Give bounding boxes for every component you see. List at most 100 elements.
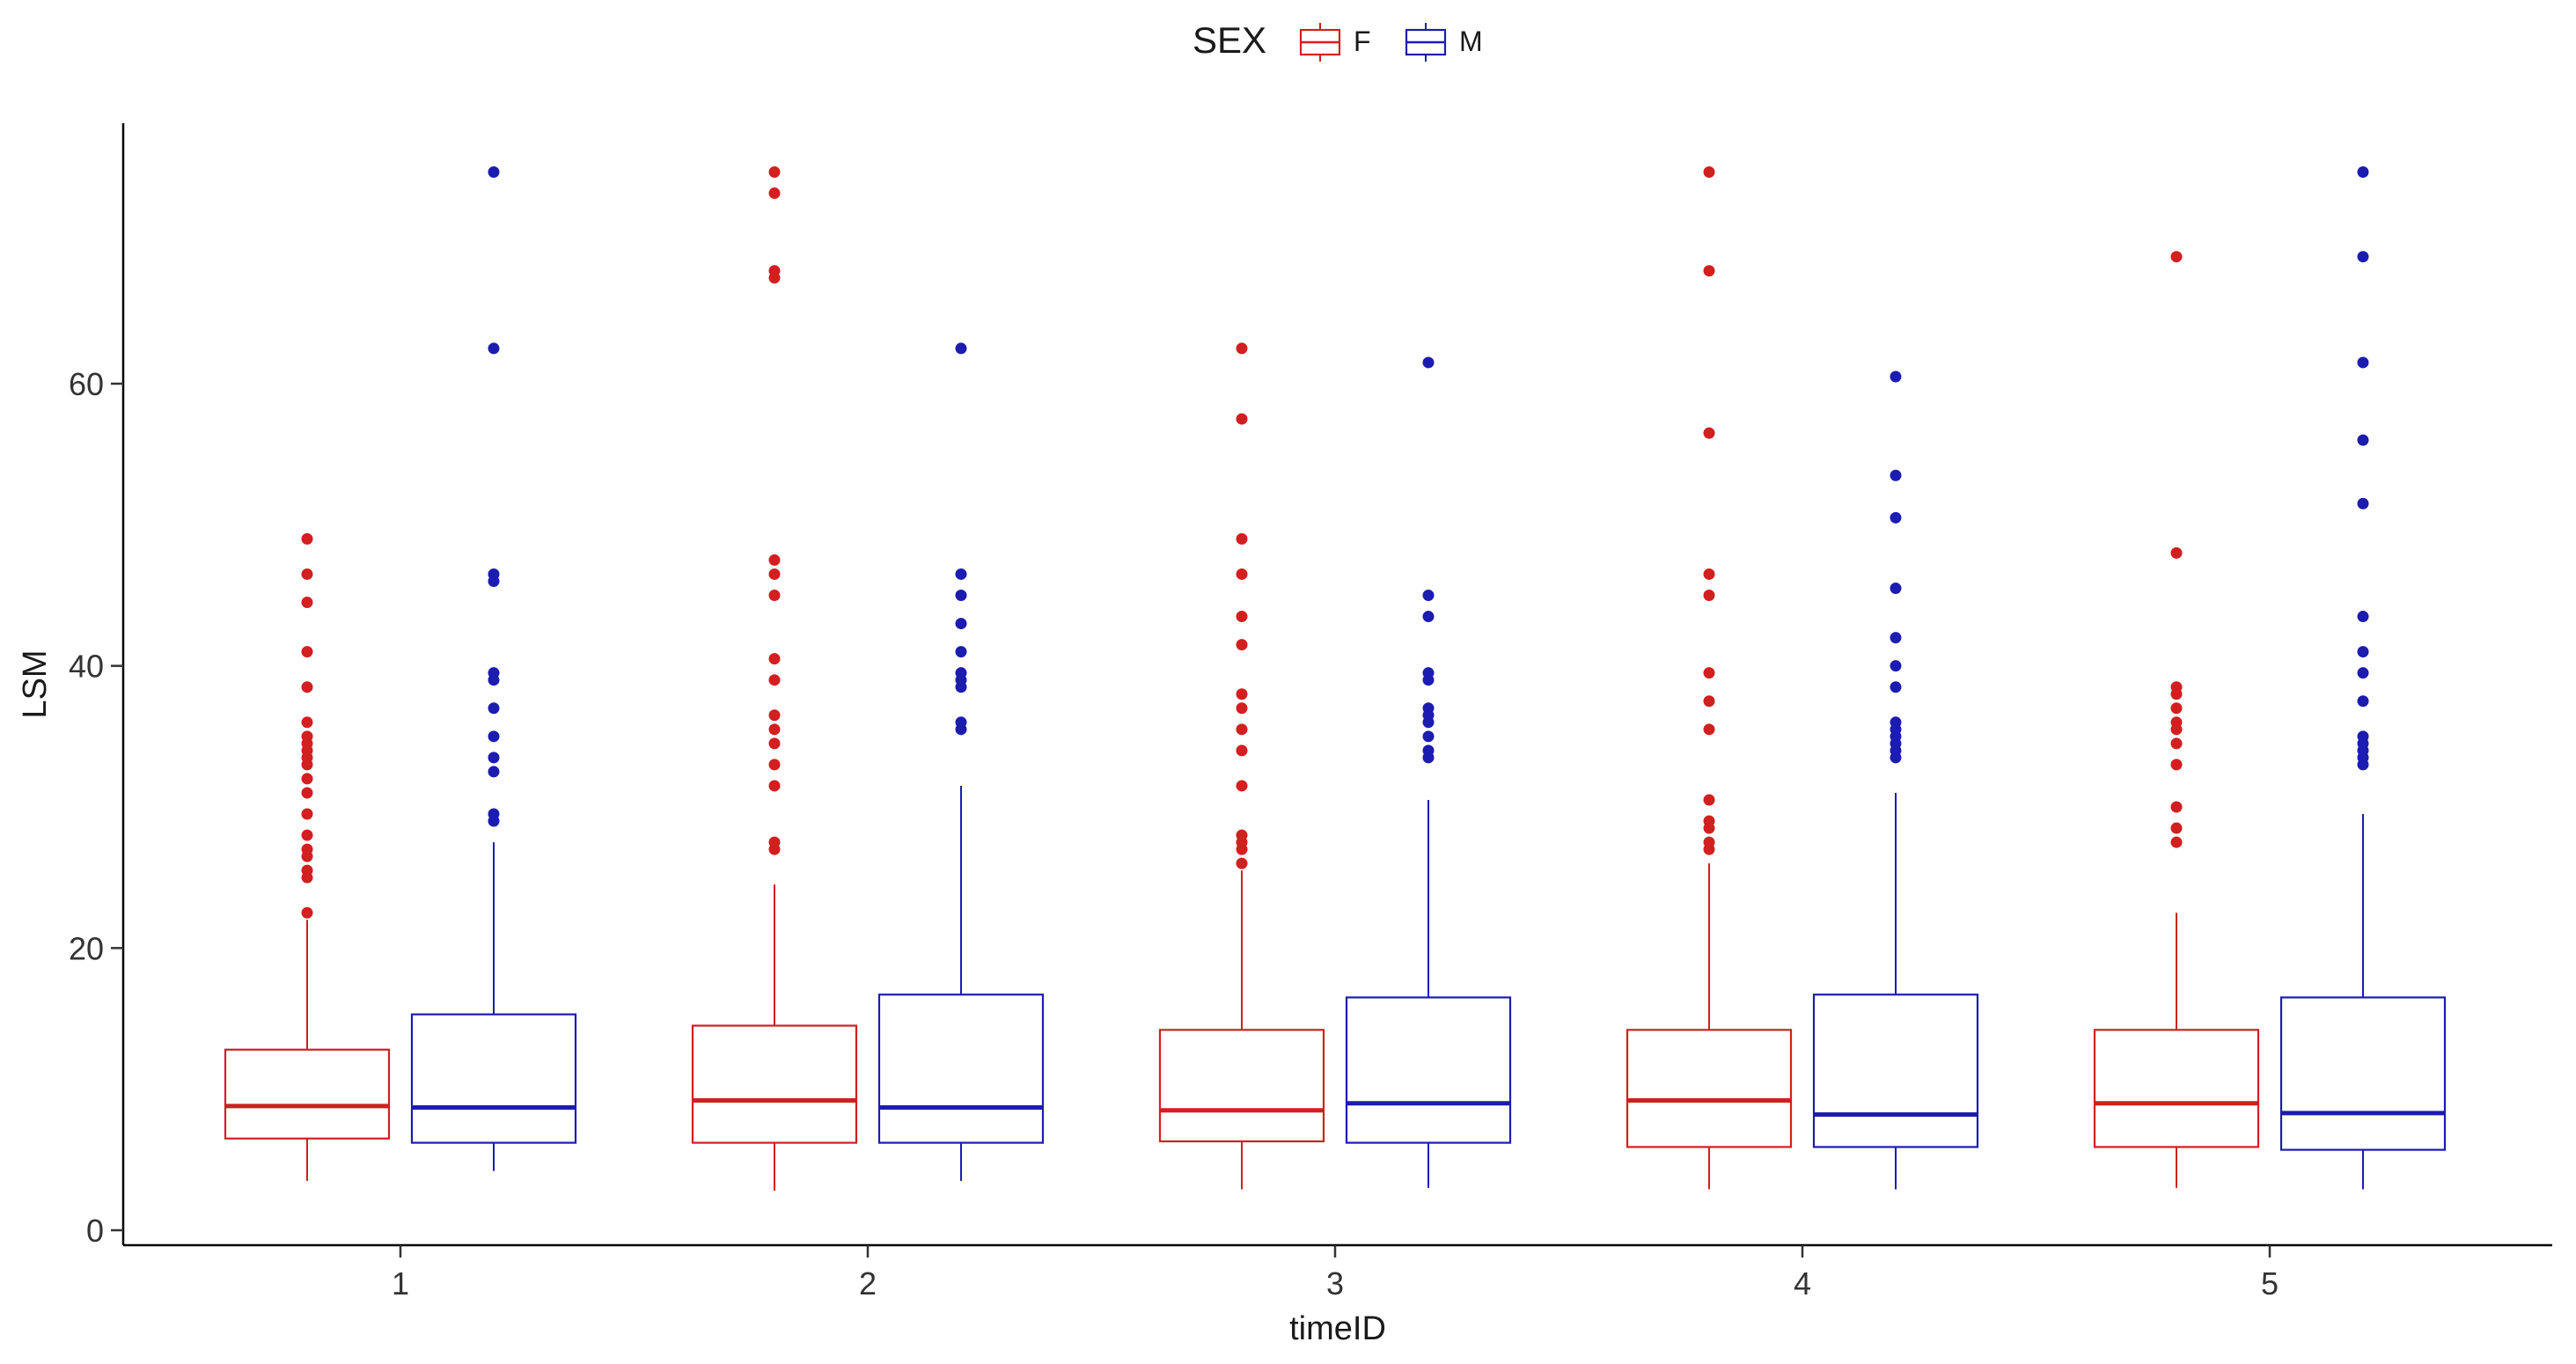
- iqr-box: [410, 1013, 577, 1144]
- outlier-point: [2357, 251, 2369, 263]
- outlier-point: [1703, 794, 1715, 806]
- box-F-1: [224, 532, 391, 1181]
- outlier-point: [1890, 681, 1902, 693]
- outlier-point: [768, 653, 781, 665]
- outlier-point: [301, 532, 313, 545]
- outlier-point: [1236, 639, 1248, 651]
- outlier-point: [1236, 688, 1248, 700]
- outlier-point: [1422, 744, 1435, 757]
- outlier-point: [2170, 702, 2183, 715]
- iqr-box: [691, 1024, 858, 1144]
- outlier-point: [768, 554, 781, 566]
- outlier-point: [1236, 413, 1248, 425]
- legend-title: SEX: [1193, 19, 1266, 61]
- outlier-point: [301, 773, 313, 785]
- plot-panel: [224, 166, 2447, 1192]
- outlier-point: [1703, 815, 1715, 827]
- outlier-point: [955, 568, 967, 580]
- outlier-point: [1236, 532, 1248, 545]
- outlier-point: [2170, 836, 2183, 848]
- iqr-box: [1158, 1029, 1325, 1143]
- outlier-point: [2170, 681, 2183, 693]
- outlier-point: [301, 597, 313, 609]
- outlier-point: [768, 723, 781, 736]
- outlier-point: [2357, 356, 2369, 369]
- outlier-point: [1236, 780, 1248, 792]
- outlier-point: [488, 166, 500, 178]
- y-tick-label: 0: [86, 1213, 104, 1249]
- x-tick-label: 3: [1326, 1265, 1344, 1302]
- iqr-box: [1345, 996, 1512, 1144]
- box-M-1: [410, 166, 577, 1171]
- outlier-point: [2357, 166, 2369, 178]
- outlier-point: [1236, 723, 1248, 736]
- outlier-point: [2357, 730, 2369, 743]
- outlier-point: [2170, 801, 2183, 813]
- outlier-point: [955, 342, 967, 355]
- outlier-point: [768, 709, 781, 722]
- outlier-point: [1236, 702, 1248, 715]
- outlier-point: [1422, 730, 1435, 743]
- outlier-point: [1236, 342, 1248, 355]
- x-tick-label: 1: [392, 1265, 409, 1302]
- outlier-point: [2170, 759, 2183, 771]
- outlier-point: [1422, 590, 1435, 601]
- outlier-point: [1236, 611, 1248, 623]
- legend-entry-F: F: [1299, 23, 1371, 62]
- outlier-point: [488, 730, 500, 743]
- outlier-point: [2170, 822, 2183, 834]
- y-tick-label: 60: [69, 366, 104, 402]
- x-tick-label: 2: [859, 1265, 877, 1302]
- y-tick-label: 20: [69, 930, 104, 966]
- outlier-point: [2170, 546, 2183, 559]
- outlier-point: [1236, 857, 1248, 869]
- iqr-box: [1626, 1029, 1793, 1148]
- outlier-point: [301, 730, 313, 743]
- iqr-box: [1812, 994, 1979, 1148]
- box-F-4: [1626, 166, 1793, 1190]
- outlier-point: [488, 702, 500, 715]
- outlier-point: [768, 780, 781, 792]
- outlier-point: [301, 716, 313, 729]
- outlier-point: [488, 766, 500, 778]
- outlier-point: [301, 646, 313, 658]
- box-M-3: [1345, 356, 1512, 1188]
- x-axis-title: timeID: [1289, 1310, 1386, 1347]
- outlier-point: [1236, 568, 1248, 580]
- outlier-point: [768, 187, 781, 200]
- box-M-4: [1812, 370, 1979, 1190]
- outlier-point: [488, 752, 500, 764]
- iqr-box: [2279, 996, 2447, 1151]
- outlier-point: [2170, 716, 2183, 729]
- outlier-point: [1703, 590, 1715, 601]
- outlier-point: [1703, 265, 1715, 277]
- outlier-point: [768, 166, 781, 178]
- outlier-point: [2357, 646, 2369, 658]
- y-tick-label: 40: [69, 649, 104, 685]
- outlier-point: [2170, 737, 2183, 750]
- outlier-point: [955, 716, 967, 729]
- outlier-point: [1890, 716, 1902, 729]
- outlier-point: [2357, 667, 2369, 679]
- outlier-point: [488, 342, 500, 355]
- x-tick-label: 5: [2261, 1265, 2279, 1302]
- outlier-point: [301, 808, 313, 820]
- outlier-point: [2357, 497, 2369, 510]
- outlier-point: [768, 759, 781, 771]
- outlier-point: [301, 568, 313, 580]
- outlier-point: [1422, 702, 1435, 715]
- outlier-point: [2357, 695, 2369, 708]
- x-axis-ticks: 1 2 3 4 5: [392, 1245, 2279, 1302]
- box-M-5: [2279, 166, 2447, 1190]
- outlier-point: [301, 843, 313, 855]
- outlier-point: [768, 265, 781, 277]
- y-axis-ticks: 0 20 40 60: [69, 366, 123, 1249]
- x-tick-label: 4: [1794, 1265, 1811, 1302]
- outlier-point: [768, 836, 781, 848]
- outlier-point: [955, 590, 967, 601]
- outlier-point: [955, 618, 967, 630]
- box-F-3: [1158, 342, 1325, 1190]
- outlier-point: [301, 787, 313, 799]
